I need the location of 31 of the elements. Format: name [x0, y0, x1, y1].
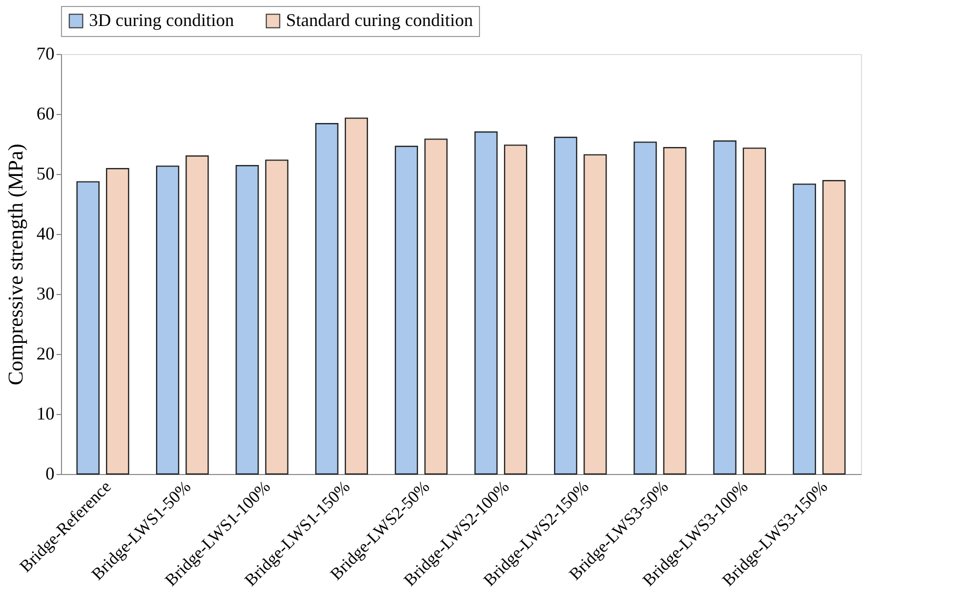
bar: [315, 123, 338, 475]
y-tick-label: 0: [46, 464, 54, 484]
y-tick-label: 60: [36, 104, 54, 124]
bar: [713, 140, 736, 475]
bar: [106, 168, 130, 475]
y-tick-label: 30: [36, 284, 54, 304]
bar: [344, 118, 368, 475]
legend-label: Standard curing condition: [286, 10, 473, 30]
bar: [822, 180, 846, 475]
y-tick-label: 20: [36, 344, 54, 364]
bar: [424, 138, 448, 475]
legend-label: 3D curing condition: [89, 10, 234, 30]
bar: [265, 160, 288, 475]
y-tick-label: 50: [36, 164, 54, 184]
bar: [584, 154, 607, 475]
bar: [792, 184, 816, 475]
bar: [554, 136, 578, 475]
bar: [186, 155, 209, 475]
bar: [76, 181, 100, 475]
y-tick-label: 70: [36, 44, 54, 64]
y-axis-title: Compressive strength (MPa): [4, 144, 28, 386]
bar: [394, 146, 418, 475]
bar: [236, 165, 259, 475]
bar: [663, 147, 686, 475]
bar: [504, 144, 528, 475]
bar: [634, 142, 657, 475]
y-tick-label: 40: [36, 224, 54, 244]
y-tick-label: 10: [36, 404, 54, 424]
bar: [156, 166, 180, 475]
bar: [742, 148, 766, 475]
bar: [474, 131, 498, 475]
